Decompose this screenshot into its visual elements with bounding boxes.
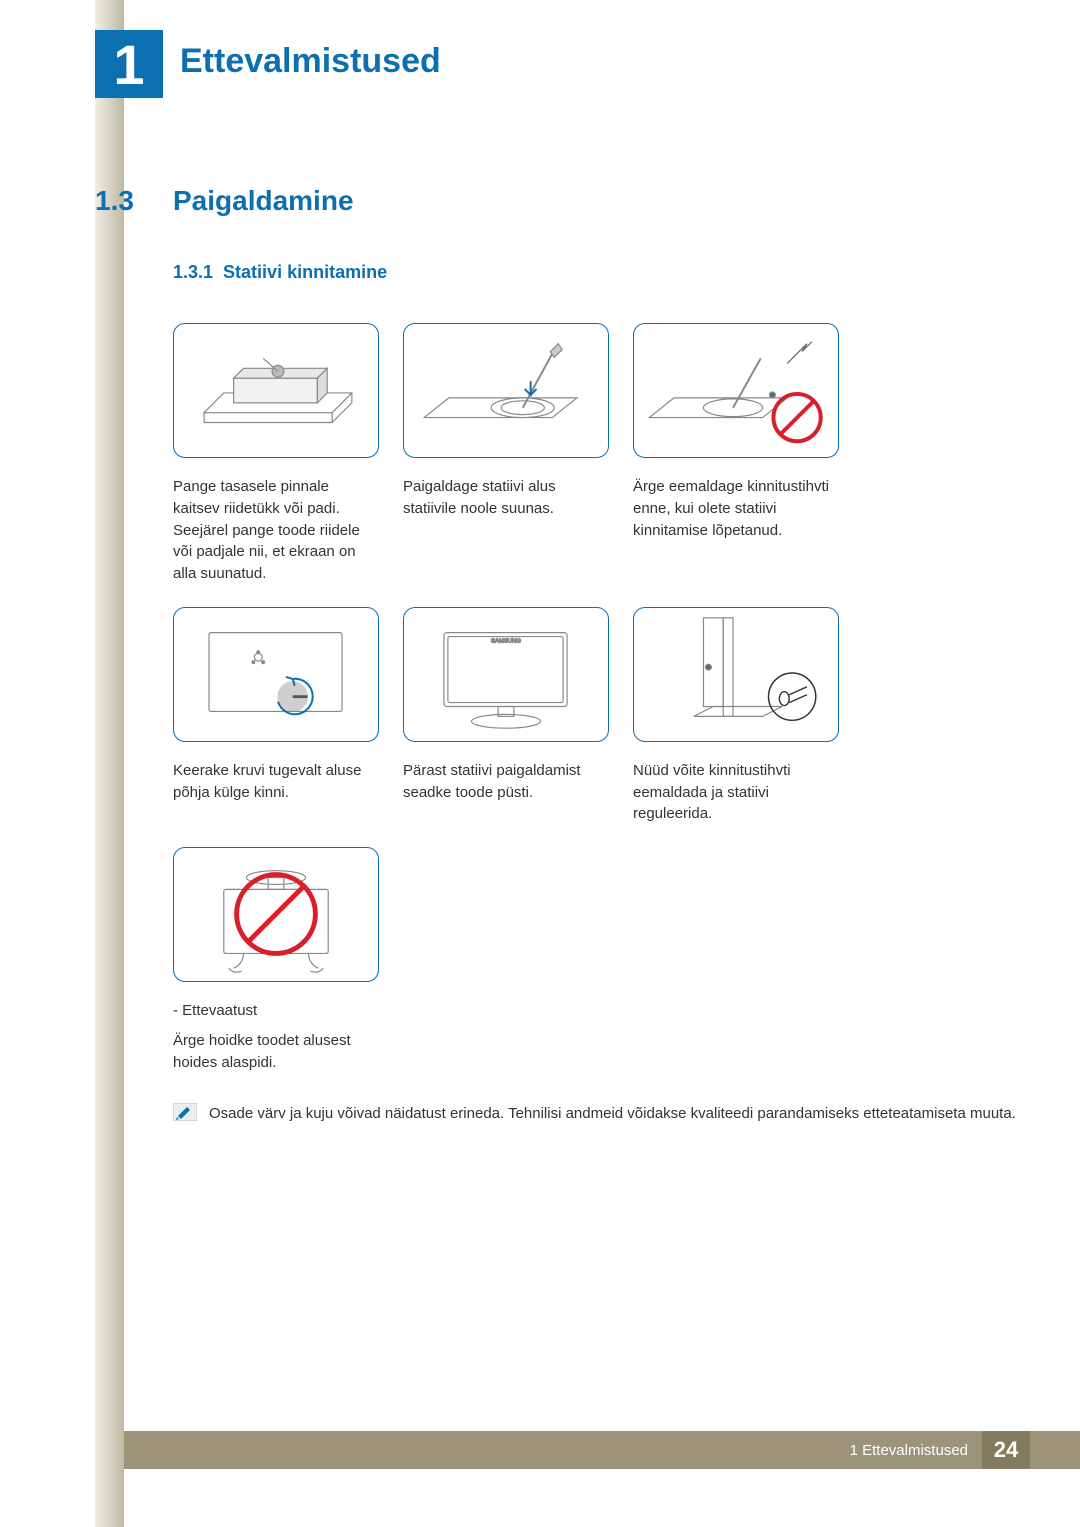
step-cell: Paigaldage statiivi alus statiivile nool…	[403, 323, 609, 585]
step-illustration	[173, 323, 379, 458]
chapter-title: Ettevalmistused	[180, 42, 441, 81]
step-cell: SAMSUNG Pärast statiivi paigaldamist sea…	[403, 607, 609, 825]
footer-page-box: 24	[982, 1431, 1030, 1469]
chapter-number: 1	[113, 32, 144, 97]
step-illustration	[173, 847, 379, 982]
step-illustration	[633, 607, 839, 742]
step-illustration	[173, 607, 379, 742]
footer-label: 1 Ettevalmistused	[850, 1442, 968, 1459]
chapter-number-box: 1	[95, 30, 163, 98]
section-heading: 1.3 Paigaldamine	[95, 185, 1030, 217]
note-text: Osade värv ja kuju võivad näidatust erin…	[209, 1103, 1016, 1126]
step-caption: Pärast statiivi paigaldamist seadke tood…	[403, 760, 609, 804]
step-cell: Pange tasasele pinnale kaitsev riidetükk…	[173, 323, 379, 585]
note-icon	[173, 1103, 197, 1121]
step-caption: Ärge eemaldage kinnitustihvti enne, kui …	[633, 476, 839, 541]
section-number: 1.3	[95, 185, 173, 217]
step-caption-extra: Ärge hoidke toodet alusest hoides alaspi…	[173, 1030, 379, 1074]
step-illustration	[633, 323, 839, 458]
step-caption: Pange tasasele pinnale kaitsev riidetükk…	[173, 476, 379, 585]
step-cell: - Ettevaatust Ärge hoidke toodet alusest…	[173, 847, 379, 1073]
step-caption: Paigaldage statiivi alus statiivile nool…	[403, 476, 609, 520]
subsection-number: 1.3.1	[173, 262, 213, 283]
step-caption: Keerake kruvi tugevalt aluse põhja külge…	[173, 760, 379, 804]
note-row: Osade värv ja kuju võivad näidatust erin…	[95, 1103, 1030, 1126]
step-cell: Nüüd võite kinnitustihvti eemaldada ja s…	[633, 607, 839, 825]
step-caption: Nüüd võite kinnitustihvti eemaldada ja s…	[633, 760, 839, 825]
section-title: Paigaldamine	[173, 185, 354, 217]
content-area: 1.3 Paigaldamine 1.3.1 Statiivi kinnitam…	[95, 185, 1030, 1126]
page-footer: 1 Ettevalmistused 24	[124, 1431, 1080, 1469]
step-illustration: SAMSUNG	[403, 607, 609, 742]
steps-grid: Pange tasasele pinnale kaitsev riidetükk…	[95, 323, 1030, 1073]
step-illustration	[403, 323, 609, 458]
subsection-title: Statiivi kinnitamine	[223, 262, 387, 283]
manual-page: 1 Ettevalmistused 1.3 Paigaldamine 1.3.1…	[0, 0, 1080, 1527]
step-caption: - Ettevaatust	[173, 1000, 379, 1022]
step-cell: Keerake kruvi tugevalt aluse põhja külge…	[173, 607, 379, 825]
footer-page-number: 24	[994, 1437, 1018, 1463]
subsection-heading: 1.3.1 Statiivi kinnitamine	[95, 262, 1030, 283]
svg-text:SAMSUNG: SAMSUNG	[491, 638, 521, 644]
step-cell: Ärge eemaldage kinnitustihvti enne, kui …	[633, 323, 839, 585]
